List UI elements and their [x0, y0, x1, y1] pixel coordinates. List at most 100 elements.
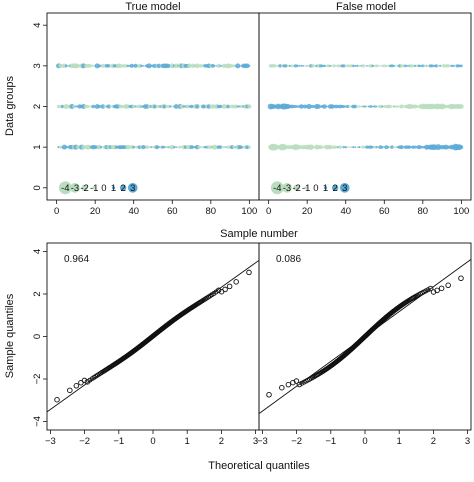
legend-label: -4: [273, 183, 281, 194]
data-bubble: [166, 63, 171, 68]
data-bubble: [221, 146, 224, 149]
data-bubble: [450, 64, 453, 68]
data-bubble: [64, 64, 68, 68]
data-bubble: [390, 145, 394, 149]
data-bubble: [375, 105, 378, 108]
data-bubble: [455, 64, 460, 68]
data-bubble: [97, 64, 101, 68]
data-bubble: [173, 146, 176, 149]
data-bubble: [319, 64, 323, 68]
legend-label: -4: [61, 183, 69, 194]
data-bubble: [431, 64, 434, 68]
data-bubble: [407, 145, 412, 149]
data-bubble: [392, 105, 395, 108]
data-bubble: [406, 64, 409, 67]
data-bubble: [358, 146, 361, 149]
legend-label: -3: [71, 183, 79, 194]
data-bubble: [332, 64, 336, 68]
data-bubble: [201, 145, 205, 149]
data-bubble: [381, 64, 384, 67]
data-bubble: [131, 104, 136, 109]
qq-point: [438, 285, 445, 292]
data-bubble: [232, 64, 236, 68]
data-bubble: [247, 104, 252, 109]
bottom-x-axis-title: Theoretical quantiles: [208, 460, 310, 472]
data-bubble: [318, 145, 323, 150]
data-bubble: [141, 145, 146, 150]
data-bubble: [349, 64, 354, 68]
data-bubble: [165, 146, 168, 149]
bottom-x-tick-label: −3: [45, 436, 56, 447]
legend-label: 1: [111, 183, 116, 194]
data-bubble: [446, 64, 450, 68]
data-bubble: [235, 63, 241, 69]
data-bubble: [385, 64, 388, 67]
legend-bubble: [92, 186, 96, 190]
data-bubble: [120, 104, 124, 109]
data-bubble: [300, 64, 303, 67]
data-bubble: [354, 146, 357, 148]
data-bubble: [352, 64, 355, 68]
data-bubble: [187, 63, 193, 69]
data-bubble: [373, 145, 376, 149]
top-x-tick-label: 20: [90, 206, 101, 217]
data-bubble: [331, 64, 334, 67]
data-bubble: [145, 145, 150, 150]
data-bubble: [377, 64, 380, 67]
qq-point: [445, 282, 451, 289]
data-bubble: [391, 105, 393, 108]
data-bubble: [100, 104, 106, 109]
data-bubble: [371, 145, 374, 149]
data-bubble: [316, 104, 321, 109]
bottom-x-tick-label: −2: [291, 436, 302, 447]
top-y-tick-label: 2: [32, 104, 43, 109]
top-x-tick-label: 100: [241, 206, 257, 217]
data-bubble: [381, 145, 384, 149]
panel-title-true-model: True model: [125, 1, 180, 13]
data-bubble: [365, 105, 368, 108]
bottom-x-tick-label: 1: [185, 436, 190, 447]
data-bubble: [306, 103, 312, 110]
bottom-x-tick-label: −1: [113, 436, 124, 447]
data-bubble: [85, 104, 90, 109]
qq-point: [222, 286, 228, 293]
data-bubble: [142, 65, 145, 67]
top-x-tick-label: 0: [54, 206, 59, 217]
data-bubble: [89, 64, 93, 68]
data-bubble: [226, 104, 231, 109]
bottom-y-tick-label: −2: [32, 374, 43, 385]
data-bubble: [402, 64, 406, 68]
legend-bubble: [111, 186, 116, 190]
data-bubble: [325, 105, 328, 108]
data-bubble: [206, 63, 212, 69]
top-y-tick-label: 4: [32, 23, 43, 28]
data-bubble: [197, 145, 201, 149]
qq-point: [427, 285, 434, 292]
data-bubble: [63, 103, 69, 110]
data-bubble: [425, 65, 428, 67]
data-bubble: [178, 145, 182, 149]
data-bubble: [219, 64, 222, 67]
legend-label: 3: [130, 183, 135, 194]
data-bubble: [96, 144, 102, 150]
data-bubble: [238, 105, 241, 108]
data-bubble: [133, 63, 138, 68]
data-bubble: [342, 64, 346, 68]
legend-bubble: [282, 183, 292, 193]
data-bubble: [192, 145, 195, 149]
data-bubble: [361, 64, 365, 68]
data-bubble: [321, 64, 324, 68]
data-bubble: [210, 63, 215, 68]
data-bubble: [354, 64, 357, 67]
data-bubble: [396, 105, 399, 108]
data-bubble: [384, 145, 389, 150]
bottom-x-tick-label: −3: [257, 436, 268, 447]
data-bubble: [390, 64, 394, 68]
data-bubble: [91, 104, 96, 109]
data-bubble: [356, 64, 359, 67]
data-bubble: [290, 64, 294, 68]
data-bubble: [434, 64, 438, 68]
data-bubble: [179, 104, 185, 109]
data-bubble: [97, 104, 101, 109]
